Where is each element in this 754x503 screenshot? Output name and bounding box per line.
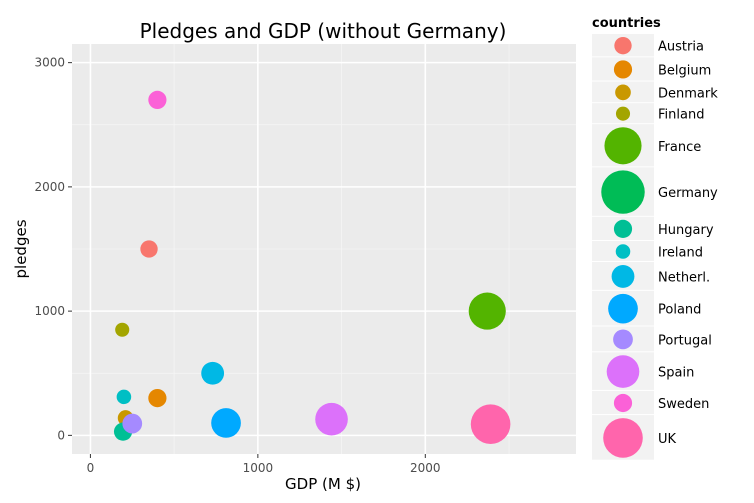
point-sweden — [148, 90, 167, 110]
legend-label-finland: Finland — [658, 108, 704, 123]
point-finland — [115, 322, 130, 337]
legend-label-austria: Austria — [658, 40, 704, 55]
axis-ticks: 0 1000 2000 0 1000 2000 3000 — [34, 56, 440, 475]
point-uk — [470, 404, 511, 444]
point-netherl — [201, 361, 225, 385]
y-tick-label: 3000 — [34, 56, 65, 70]
legend-label-sweden: Sweden — [658, 397, 709, 412]
point-ireland — [116, 389, 132, 405]
legend-label-germany: Germany — [658, 186, 718, 201]
legend-swatch-hungary — [613, 219, 633, 239]
legend-swatch-portugal — [613, 329, 633, 350]
y-tick-label: 2000 — [34, 180, 65, 194]
y-tick-label: 1000 — [34, 304, 65, 318]
x-tick-label: 2000 — [410, 461, 441, 475]
x-tick-label: 0 — [87, 461, 95, 475]
legend-label-spain: Spain — [658, 366, 694, 381]
y-tick-label: 0 — [57, 428, 65, 442]
legend-swatch-france — [604, 127, 642, 165]
x-axis-title: GDP (M $) — [285, 475, 361, 493]
legend-label-portugal: Portugal — [658, 333, 712, 348]
legend-label-uk: UK — [658, 432, 677, 447]
point-poland — [211, 408, 241, 438]
legend-swatch-germany — [601, 170, 645, 214]
legend-swatch-austria — [614, 37, 632, 55]
point-portugal — [122, 413, 143, 434]
legend-swatch-spain — [606, 355, 640, 388]
legend-swatch-poland — [608, 293, 638, 324]
legend-swatch-denmark — [615, 84, 631, 101]
legend-title: countries — [592, 16, 661, 31]
legend-swatch-ireland — [615, 244, 631, 259]
data-points — [113, 90, 511, 444]
legend-swatch-netherl — [611, 265, 635, 288]
legend: countries Austria Belgium Denmark Finland Fr… — [592, 16, 718, 460]
point-france — [468, 292, 506, 330]
legend-label-france: France — [658, 140, 701, 155]
legend-label-hungary: Hungary — [658, 223, 714, 238]
point-spain — [315, 402, 348, 436]
y-axis-title: pledges — [12, 219, 30, 278]
legend-label-ireland: Ireland — [658, 246, 703, 261]
legend-label-belgium: Belgium — [658, 63, 711, 78]
x-tick-label: 1000 — [243, 461, 274, 475]
legend-label-denmark: Denmark — [658, 86, 718, 101]
point-belgium — [148, 388, 167, 408]
legend-label-netherl: Netherl. — [658, 270, 710, 285]
legend-label-poland: Poland — [658, 303, 701, 318]
legend-swatch-finland — [615, 106, 631, 121]
legend-swatch-uk — [603, 418, 643, 458]
legend-swatch-sweden — [613, 393, 633, 413]
chart-title: Pledges and GDP (without Germany) — [140, 19, 507, 43]
point-austria — [140, 240, 158, 258]
legend-swatch-belgium — [613, 60, 633, 79]
